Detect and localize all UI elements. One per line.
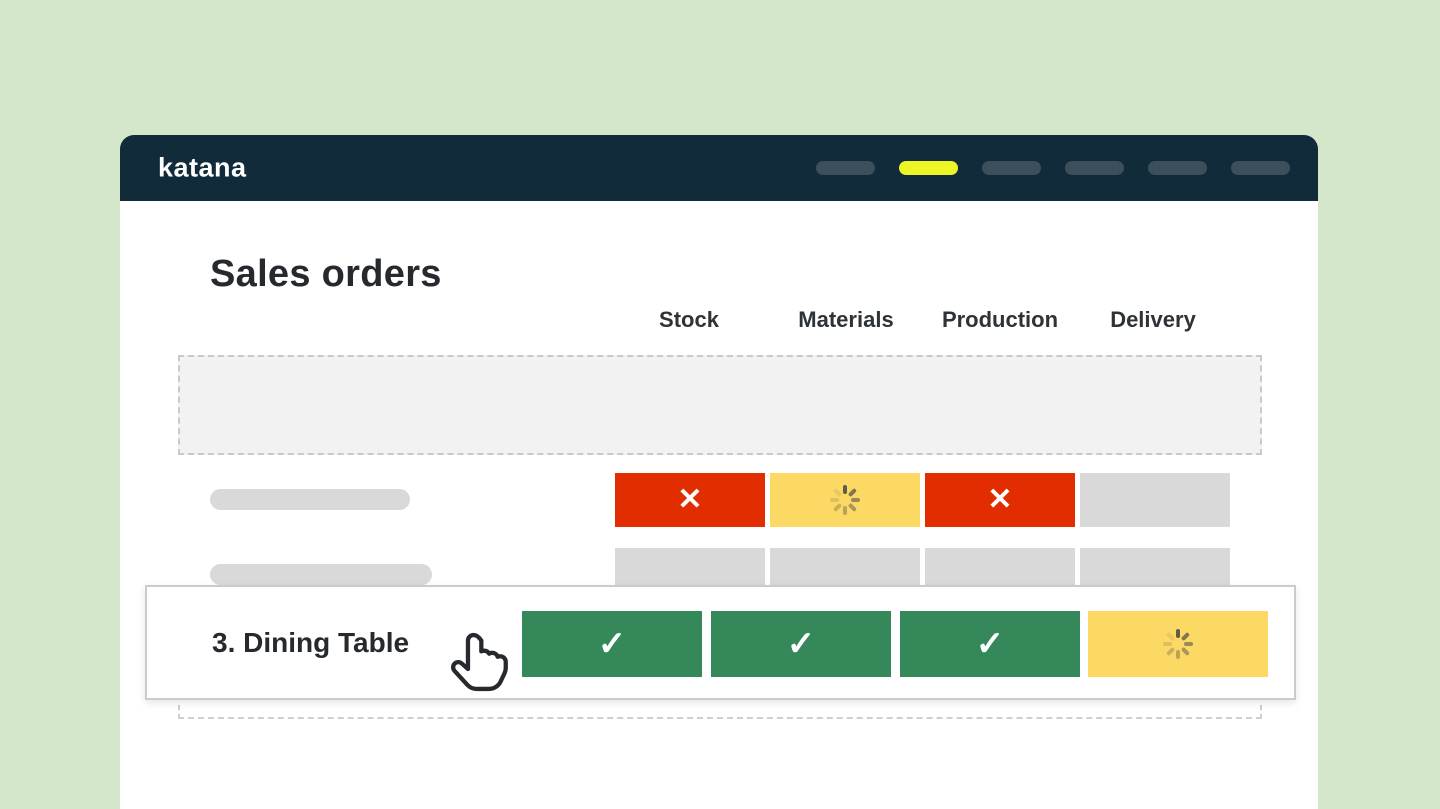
page-title: Sales orders (210, 253, 442, 295)
order-row-label: 3. Dining Table (212, 626, 410, 658)
column-header-delivery: Delivery (1110, 307, 1196, 332)
order-row-1-stock-status-error[interactable]: ✕ (615, 473, 765, 527)
column-header-materials: Materials (798, 307, 894, 332)
nav-pill-5[interactable] (1148, 161, 1207, 175)
order-row-1-production-status-error[interactable]: ✕ (925, 473, 1075, 527)
spinner-icon (1163, 629, 1193, 659)
nav-pill-6[interactable] (1231, 161, 1290, 175)
app-window: katana Sales orders Stock Materials Prod… (120, 135, 1318, 809)
katana-logo: katana (158, 152, 247, 183)
spinner-icon (830, 485, 860, 515)
check-icon: ✓ (975, 625, 1005, 663)
list-dashed-outline-bottom (178, 705, 1262, 719)
order-row-1-delivery-status-empty[interactable] (1080, 473, 1230, 527)
order-row-1-materials-status-loading[interactable] (770, 473, 920, 527)
dining-table-stock-status-done[interactable]: ✓ (522, 611, 702, 677)
dining-table-materials-status-done[interactable]: ✓ (711, 611, 891, 677)
order-row-2-label-skeleton (210, 564, 432, 585)
nav-pill-1[interactable] (816, 161, 875, 175)
nav-pill-2-active[interactable] (899, 161, 958, 175)
check-icon: ✓ (597, 625, 627, 663)
order-row-1-label-skeleton (210, 489, 410, 510)
order-row-dining-table[interactable]: 3. Dining Table ✓ ✓ ✓ (145, 585, 1296, 700)
dining-table-production-status-done[interactable]: ✓ (900, 611, 1080, 677)
nav-menu (816, 161, 1290, 175)
nav-pill-4[interactable] (1065, 161, 1124, 175)
column-header-stock: Stock (659, 307, 719, 332)
nav-pill-3[interactable] (982, 161, 1041, 175)
check-icon: ✓ (786, 625, 816, 663)
cross-icon: ✕ (987, 483, 1013, 516)
summary-skeleton-box (178, 355, 1262, 455)
column-header-production: Production (941, 307, 1059, 332)
cross-icon: ✕ (677, 483, 703, 516)
dining-table-delivery-status-loading[interactable] (1088, 611, 1268, 677)
app-header: katana (120, 135, 1318, 201)
